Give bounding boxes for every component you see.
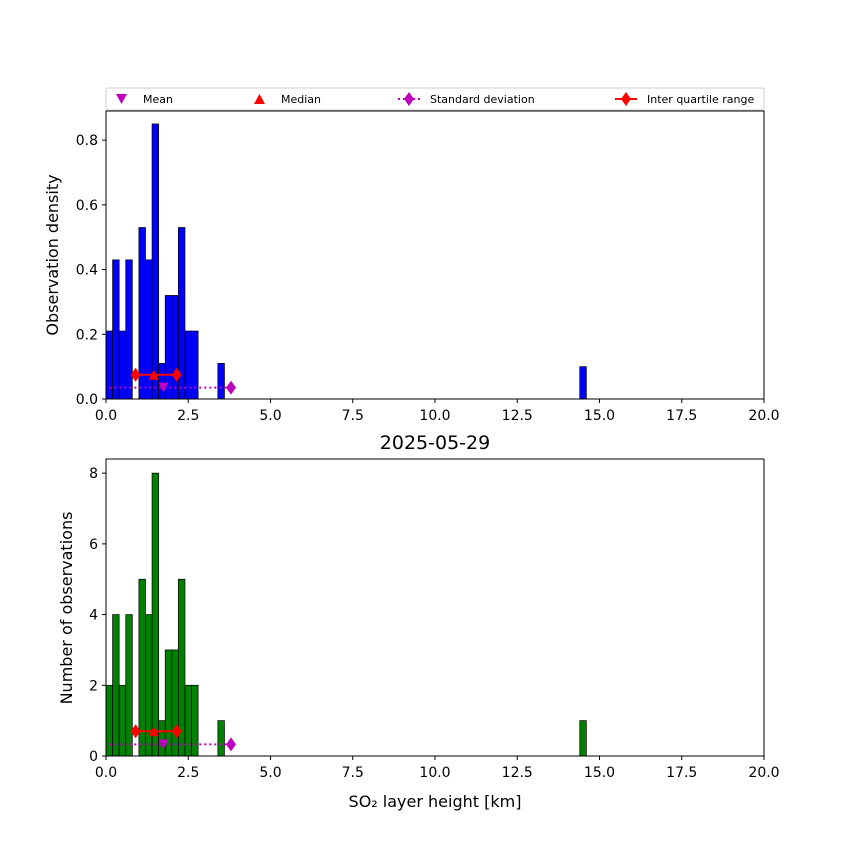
density-bar [191, 330, 199, 400]
count-y-tick-label: 6 [89, 537, 98, 553]
count-bar [105, 684, 113, 757]
density-x-tick-label: 7.5 [342, 408, 364, 424]
density-y-ticks: 0.0 0.2 0.4 0.6 0.8 [76, 133, 106, 408]
legend-std-marker [404, 92, 414, 106]
legend: Mean Median Standard deviation Inter qua… [105, 87, 765, 111]
count-bar [184, 684, 192, 757]
density-median-marker [148, 369, 159, 380]
count-bar [191, 684, 199, 757]
count-y-ticks: 0 2 4 6 8 [89, 466, 106, 765]
count-iqr-marker [130, 724, 141, 739]
count-y-tick-label: 2 [89, 678, 98, 694]
density-y-tick-label: 0.4 [76, 263, 98, 279]
density-iqr-marker [171, 367, 182, 382]
density-x-tick-label: 10.0 [419, 408, 450, 424]
count-x-tick-label: 5.0 [259, 765, 281, 781]
legend-mean-label: Mean [143, 93, 173, 106]
density-bar [217, 363, 225, 400]
density-x-tick-label: 12.5 [502, 408, 533, 424]
density-x-ticks: 0.0 2.5 5.0 7.5 10.0 12.5 15.0 17.5 20.0 [95, 399, 780, 424]
density-y-tick-label: 0.6 [76, 198, 98, 214]
count-median-marker [148, 726, 159, 737]
count-bar [151, 472, 159, 757]
count-bar [118, 684, 127, 757]
density-bar [579, 366, 587, 400]
count-x-tick-label: 17.5 [666, 765, 697, 781]
legend-std-label: Standard deviation [430, 93, 535, 106]
density-std-marker [226, 380, 237, 395]
count-x-tick-label: 0.0 [95, 765, 117, 781]
density-y-axis-label: Observation density [43, 174, 62, 335]
density-y-tick-label: 0.8 [76, 133, 98, 149]
density-bar [158, 363, 166, 400]
legend-median-marker [254, 94, 265, 104]
count-y-tick-label: 8 [89, 466, 98, 482]
count-iqr-marker [171, 724, 182, 739]
density-bars [105, 123, 587, 400]
count-bar [138, 578, 146, 757]
density-mean-marker [158, 382, 169, 393]
count-x-tick-label: 12.5 [502, 765, 533, 781]
count-x-tick-label: 7.5 [342, 765, 364, 781]
count-y-axis-label: Number of observations [57, 512, 76, 705]
density-panel: 0.0 2.5 5.0 7.5 10.0 12.5 15.0 17.5 20.0 0.00.20… [43, 110, 780, 424]
count-mean-marker [158, 739, 169, 750]
density-y-tick-label: 0.2 [76, 327, 98, 343]
density-x-tick-label: 0.0 [95, 408, 117, 424]
count-x-tick-label: 20.0 [748, 765, 779, 781]
date-title: 2025-05-29 [380, 432, 490, 454]
count-panel: 2025-05-29 0.0 2.5 5.0 7.5 10.0 12.5 15.0 17.5 2… [57, 432, 780, 811]
density-bar [118, 330, 127, 400]
density-y-tick-label: 0.0 [76, 392, 98, 408]
count-std-marker [226, 737, 237, 752]
count-stat-markers [109, 724, 237, 752]
count-x-ticks: 0.0 2.5 5.0 7.5 10.0 12.5 15.0 17.5 20.0 [95, 756, 780, 781]
density-plot-frame [105, 110, 765, 400]
density-x-tick-label: 20.0 [748, 408, 779, 424]
count-x-tick-label: 15.0 [584, 765, 615, 781]
density-bar [138, 227, 146, 400]
count-bar [125, 614, 133, 757]
count-x-tick-label: 2.5 [177, 765, 199, 781]
density-x-tick-label: 2.5 [177, 408, 199, 424]
density-bar [105, 330, 113, 400]
density-x-tick-label: 17.5 [666, 408, 697, 424]
density-iqr-marker [130, 367, 141, 382]
count-bar [217, 720, 225, 757]
count-bar [579, 720, 587, 757]
count-bars [105, 472, 587, 757]
density-bar [184, 330, 192, 400]
legend-frame [105, 87, 765, 111]
density-x-tick-label: 15.0 [584, 408, 615, 424]
legend-median-label: Median [281, 93, 321, 106]
count-bar [112, 614, 120, 757]
density-bar [171, 295, 179, 400]
count-plot-frame [105, 458, 765, 757]
count-x-tick-label: 10.0 [419, 765, 450, 781]
count-y-tick-label: 0 [89, 749, 98, 765]
x-axis-label: SO₂ layer height [km] [349, 792, 522, 811]
legend-mean-marker [116, 94, 127, 104]
density-stat-markers [109, 367, 237, 395]
count-y-tick-label: 4 [89, 608, 98, 624]
density-x-tick-label: 5.0 [259, 408, 281, 424]
legend-iqr-label: Inter quartile range [647, 93, 754, 106]
count-bar [158, 720, 166, 757]
legend-iqr-marker [621, 92, 631, 106]
density-bar [112, 259, 120, 400]
density-bar [125, 259, 133, 400]
density-bar [151, 123, 159, 400]
count-bar [171, 649, 179, 757]
